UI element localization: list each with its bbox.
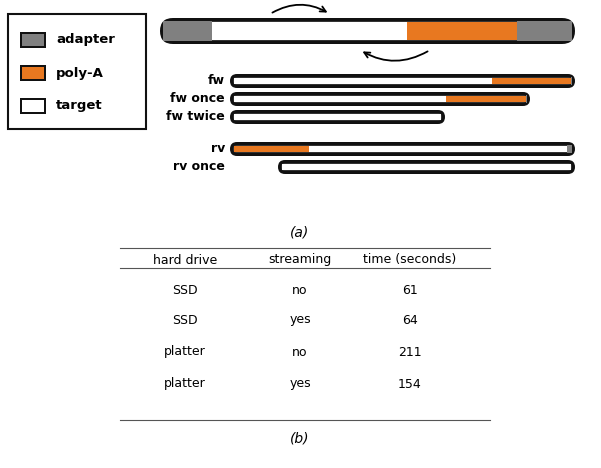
Text: SSD: SSD — [172, 284, 198, 297]
Text: platter: platter — [164, 345, 206, 358]
Text: no: no — [292, 284, 308, 297]
FancyBboxPatch shape — [233, 95, 527, 103]
Text: 61: 61 — [402, 284, 418, 297]
FancyBboxPatch shape — [233, 113, 442, 121]
Bar — [571, 77, 572, 85]
FancyBboxPatch shape — [281, 163, 572, 171]
Bar — [517, 21, 572, 41]
Bar — [526, 95, 527, 103]
Text: streaming: streaming — [269, 254, 332, 266]
Bar — [234, 146, 309, 152]
Bar — [446, 96, 526, 102]
Text: 154: 154 — [398, 378, 422, 390]
Bar — [407, 22, 517, 40]
Text: time (seconds): time (seconds) — [364, 254, 457, 266]
FancyBboxPatch shape — [233, 77, 572, 85]
FancyBboxPatch shape — [230, 142, 575, 156]
FancyBboxPatch shape — [230, 110, 445, 124]
Text: yes: yes — [289, 378, 311, 390]
Text: fw: fw — [208, 74, 225, 88]
Text: rv once: rv once — [173, 161, 225, 174]
Bar — [20, 32, 46, 48]
Bar — [234, 96, 446, 102]
Bar — [212, 22, 407, 40]
Text: 211: 211 — [398, 345, 422, 358]
Text: rv: rv — [211, 142, 225, 155]
FancyBboxPatch shape — [163, 21, 572, 41]
Text: target: target — [56, 100, 103, 112]
Text: poly-A: poly-A — [56, 66, 104, 80]
Bar — [22, 34, 44, 46]
Bar — [22, 67, 44, 79]
FancyBboxPatch shape — [230, 74, 575, 88]
Text: platter: platter — [164, 378, 206, 390]
Bar — [22, 100, 44, 112]
Bar — [8, 14, 146, 129]
Text: fw once: fw once — [170, 93, 225, 105]
Bar — [20, 65, 46, 81]
Text: fw twice: fw twice — [166, 110, 225, 124]
Bar — [234, 114, 441, 120]
Text: adapter: adapter — [56, 34, 115, 46]
FancyBboxPatch shape — [160, 18, 575, 44]
Bar — [282, 164, 571, 170]
Text: yes: yes — [289, 314, 311, 327]
Text: (a): (a) — [290, 226, 310, 240]
Bar — [20, 98, 46, 114]
Text: SSD: SSD — [172, 314, 198, 327]
FancyBboxPatch shape — [230, 92, 530, 106]
Bar — [492, 78, 571, 84]
Bar — [309, 146, 567, 152]
Bar — [234, 78, 492, 84]
FancyBboxPatch shape — [278, 160, 575, 174]
Text: no: no — [292, 345, 308, 358]
Bar — [567, 145, 572, 153]
Text: (b): (b) — [290, 431, 310, 445]
Text: hard drive: hard drive — [153, 254, 217, 266]
Text: 64: 64 — [402, 314, 418, 327]
Bar — [163, 21, 212, 41]
FancyBboxPatch shape — [233, 145, 572, 153]
